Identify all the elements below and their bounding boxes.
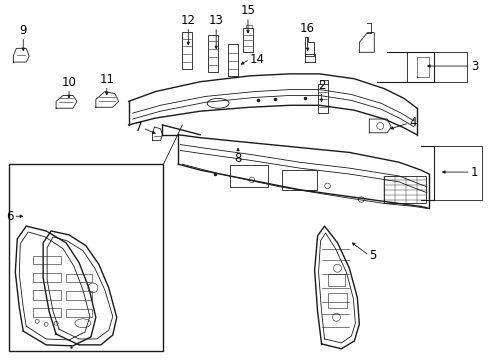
Bar: [66, 309, 92, 318]
Text: 8: 8: [234, 152, 242, 166]
Text: 10: 10: [62, 76, 76, 89]
Bar: [182, 32, 192, 69]
Text: 11: 11: [99, 73, 114, 86]
Bar: [208, 35, 218, 72]
Bar: [327, 274, 345, 286]
Text: 6: 6: [6, 210, 13, 223]
Bar: [33, 273, 61, 282]
Bar: [230, 165, 268, 187]
Text: 1: 1: [471, 166, 478, 179]
Bar: [66, 291, 92, 300]
Bar: [327, 293, 347, 307]
Bar: [66, 274, 92, 282]
Bar: [318, 84, 327, 113]
Bar: [407, 52, 467, 82]
Bar: [33, 256, 61, 264]
Text: 5: 5: [369, 249, 377, 262]
Text: 16: 16: [300, 22, 315, 35]
Text: 7: 7: [135, 121, 143, 134]
Text: 15: 15: [241, 4, 255, 17]
Text: 4: 4: [409, 117, 416, 130]
Bar: [228, 44, 238, 76]
Bar: [33, 307, 61, 318]
Bar: [9, 164, 164, 351]
Bar: [434, 145, 482, 199]
Bar: [33, 290, 61, 300]
Text: 12: 12: [181, 14, 196, 27]
Bar: [384, 176, 426, 203]
Text: 2: 2: [318, 78, 325, 91]
Bar: [243, 28, 253, 52]
Text: 9: 9: [20, 23, 27, 37]
Text: 14: 14: [250, 53, 265, 66]
Bar: [282, 170, 317, 190]
Text: 3: 3: [471, 59, 478, 72]
Bar: [305, 54, 315, 62]
Text: 13: 13: [209, 14, 223, 27]
